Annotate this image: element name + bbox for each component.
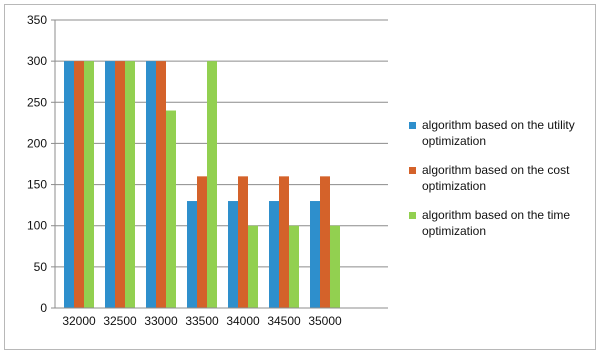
x-tick-label: 32500 xyxy=(103,314,137,328)
y-tick-label: 50 xyxy=(34,260,48,274)
bars xyxy=(64,61,340,309)
x-axis: 32000 32500 33000 33500 34000 34500 35000 xyxy=(55,307,388,328)
bar-34500-series-2 xyxy=(279,176,289,308)
bar-32000-series-1 xyxy=(64,61,74,309)
y-tick-label: 100 xyxy=(27,219,47,233)
legend-swatch-3 xyxy=(409,212,416,219)
bar-34000-series-1 xyxy=(228,201,238,308)
y-tick-label: 200 xyxy=(27,136,47,150)
y-tick-label: 150 xyxy=(27,178,47,192)
legend-label-1: algorithm based on the utility optimizati… xyxy=(422,118,575,148)
bar-33000-series-1 xyxy=(146,61,156,309)
bar-33500-series-3 xyxy=(207,61,217,309)
bar-32000-series-3 xyxy=(84,61,94,309)
legend-label-3: algorithm based on the time optimization xyxy=(422,208,570,238)
legend-label-2: algorithm based on the cost optimization xyxy=(422,163,570,193)
bar-34500-series-1 xyxy=(269,201,279,308)
bar-33500-series-1 xyxy=(187,201,197,308)
bar-33000-series-3 xyxy=(166,110,176,308)
x-tick-label: 34000 xyxy=(226,314,260,328)
x-tick-label: 34500 xyxy=(267,314,301,328)
legend-swatch-2 xyxy=(409,167,416,174)
y-tick-label: 350 xyxy=(27,13,47,27)
legend-swatch-1 xyxy=(409,122,416,129)
bar-32500-series-1 xyxy=(105,61,115,309)
bar-33000-series-2 xyxy=(156,61,166,309)
x-tick-label: 35000 xyxy=(308,314,342,328)
bar-33500-series-2 xyxy=(197,176,207,308)
bar-32500-series-2 xyxy=(115,61,125,309)
x-tick-label: 32000 xyxy=(62,314,96,328)
y-tick-label: 300 xyxy=(27,54,47,68)
bar-32500-series-3 xyxy=(125,61,135,309)
y-tick-label: 0 xyxy=(40,301,47,315)
bar-35000-series-2 xyxy=(320,176,330,308)
y-tick-label: 250 xyxy=(27,95,47,109)
bar-32000-series-2 xyxy=(74,61,84,309)
bar-34000-series-2 xyxy=(238,176,248,308)
bar-34500-series-3 xyxy=(289,225,299,308)
x-tick-label: 33500 xyxy=(185,314,219,328)
bar-34000-series-3 xyxy=(248,225,258,308)
chart-frame xyxy=(4,4,596,350)
y-axis: 0 50 100 150 200 250 300 350 xyxy=(27,13,56,315)
legend: algorithm based on the utility optimizati… xyxy=(409,118,575,238)
bar-35000-series-1 xyxy=(310,201,320,308)
bar-35000-series-3 xyxy=(330,225,340,308)
x-tick-label: 33000 xyxy=(144,314,178,328)
